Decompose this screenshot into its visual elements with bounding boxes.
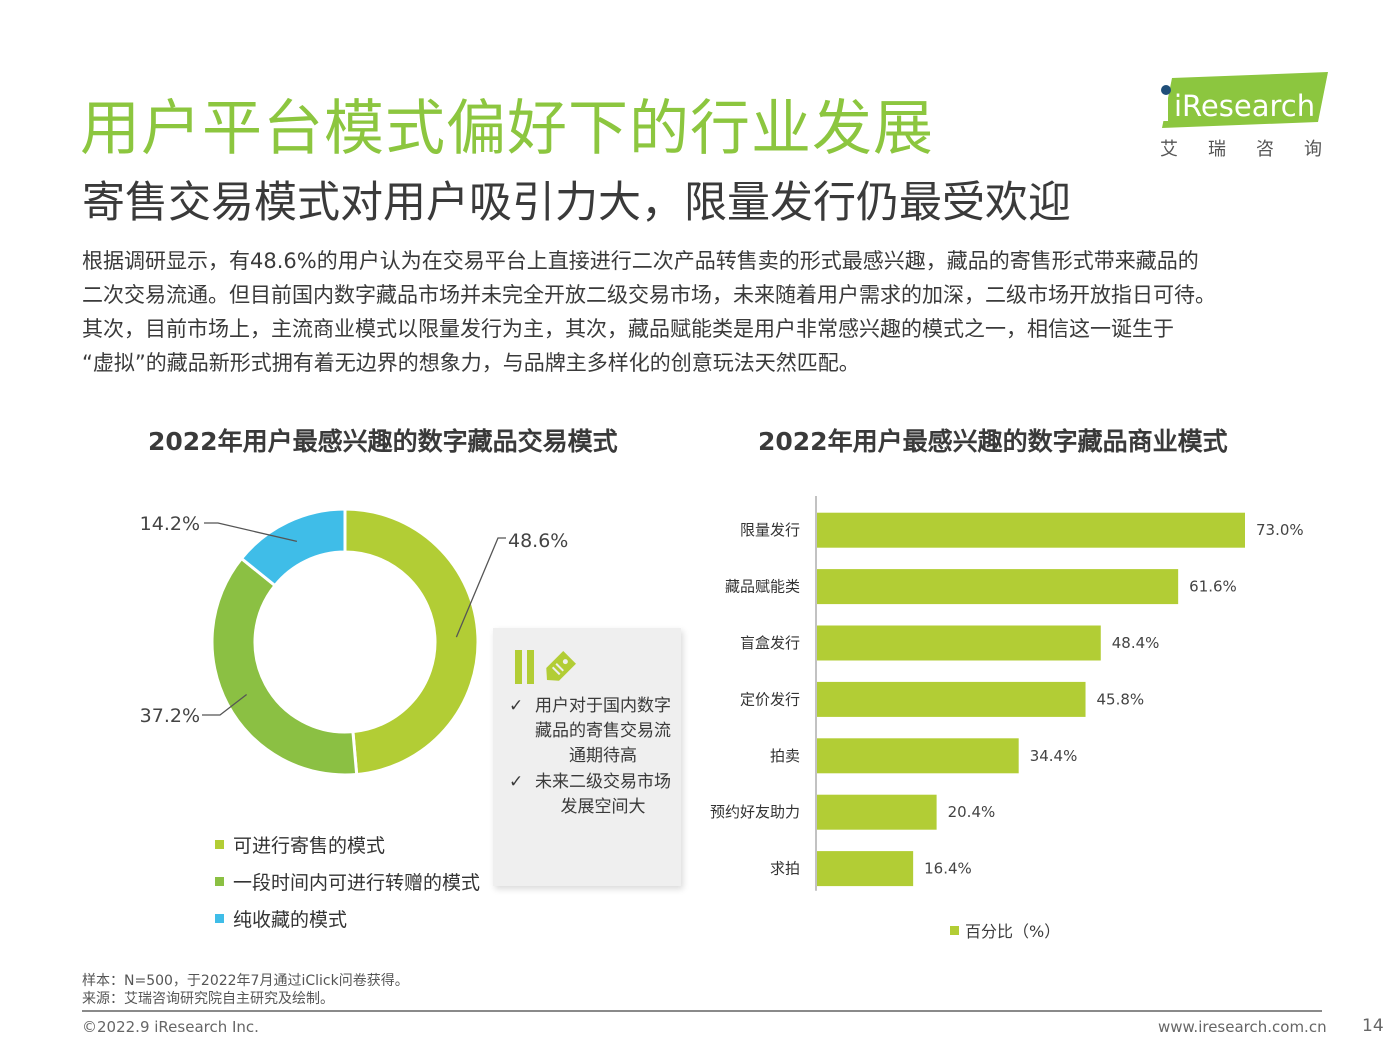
bar: [817, 512, 1245, 548]
legend-swatch: [950, 925, 959, 935]
legend-item: 一段时间内可进行转赠的模式: [215, 863, 480, 900]
bar-category-label: 限量发行: [740, 521, 800, 539]
legend-swatch: [215, 877, 224, 886]
source-note: 来源：艾瑞咨询研究院自主研究及绘制。: [82, 991, 334, 1007]
legend-swatch: [215, 840, 224, 849]
donut-slice: [343, 507, 480, 777]
legend-item: 可进行寄售的模式: [215, 826, 480, 863]
bar-category-label: 盲盒发行: [740, 634, 800, 652]
legend-label: 纯收藏的模式: [233, 909, 348, 931]
footer-divider: [82, 1010, 1322, 1012]
bar-category-label: 求拍: [770, 860, 800, 878]
callout-text: 用户对于国内数字藏品的寄售交易流通期待高: [535, 696, 671, 766]
donut-leader-line: [202, 693, 248, 716]
bar-value-label: 45.8%: [1097, 690, 1145, 708]
donut-legend: 可进行寄售的模式 一段时间内可进行转赠的模式 纯收藏的模式: [215, 826, 480, 937]
bar-category-label: 预约好友助力: [710, 803, 800, 821]
body-line: 根据调研显示，有48.6%的用户认为在交易平台上直接进行二次产品转售卖的形式最感…: [82, 249, 1199, 273]
donut-data-label: 14.2%: [140, 513, 200, 535]
donut-chart-title: 2022年用户最感兴趣的数字藏品交易模式: [148, 427, 618, 456]
body-line: 其次，目前市场上，主流商业模式以限量发行为主，其次，藏品赋能类是用户非常感兴趣的…: [82, 317, 1174, 341]
bar: [817, 794, 937, 830]
donut-slice: [239, 507, 347, 588]
bar-value-label: 16.4%: [924, 860, 972, 878]
bar-category-label: 拍卖: [770, 747, 800, 765]
bar-value-label: 20.4%: [948, 803, 996, 821]
insight-callout: ✓ 用户对于国内数字藏品的寄售交易流通期待高 ✓ 未来二级交易市场发展空间大: [493, 628, 681, 886]
body-paragraph: 根据调研显示，有48.6%的用户认为在交易平台上直接进行二次产品转售卖的形式最感…: [82, 244, 1342, 380]
body-line: 二次交易流通。但目前国内数字藏品市场并未完全开放二级交易市场，未来随着用户需求的…: [82, 283, 1216, 307]
bar-value-label: 48.4%: [1112, 634, 1160, 652]
donut-chart: 48.6% 37.2% 14.2%: [140, 507, 568, 777]
iresearch-logo: iResearch: [1161, 72, 1328, 128]
website-link[interactable]: www.iresearch.com.cn: [1158, 1018, 1327, 1036]
tag-icon: [515, 650, 576, 684]
body-line: “虚拟”的藏品新形式拥有着无边界的想象力，与品牌主多样化的创意玩法天然匹配。: [82, 351, 860, 375]
bar: [817, 681, 1086, 717]
donut-leader-line: [455, 537, 506, 638]
legend-item: 纯收藏的模式: [215, 900, 480, 937]
source-notes: 样本：N=500，于2022年7月通过iClick问卷获得。 来源：艾瑞咨询研究…: [82, 972, 409, 1008]
sample-note: 样本：N=500，于2022年7月通过iClick问卷获得。: [82, 973, 409, 989]
copyright: ©2022.9 iResearch Inc.: [82, 1018, 259, 1036]
bar: [817, 851, 914, 887]
legend-label: 百分比（%）: [965, 922, 1061, 941]
donut-slice: [210, 556, 359, 777]
logo-chinese-name: 艾瑞咨询: [1160, 139, 1352, 160]
bar-chart-title: 2022年用户最感兴趣的数字藏品商业模式: [758, 427, 1228, 456]
check-icon: ✓: [509, 696, 524, 716]
bar-category-label: 定价发行: [740, 690, 800, 708]
callout-text: 未来二级交易市场发展空间大: [535, 772, 671, 817]
bar-legend: 百分比（%）: [950, 918, 1060, 942]
bar-value-label: 34.4%: [1030, 747, 1078, 765]
page-subtitle: 寄售交易模式对用户吸引力大，限量发行仍最受欢迎: [82, 178, 1071, 228]
logo-brand-text: iResearch: [1174, 89, 1315, 123]
legend-label: 一段时间内可进行转赠的模式: [233, 872, 481, 894]
donut-leader-line: [204, 522, 298, 543]
legend-swatch: [215, 914, 224, 923]
legend-label: 可进行寄售的模式: [233, 835, 386, 857]
bar-chart: 限量发行 73.0% 藏品赋能类 61.6% 盲盒发行 48.4% 定价发行 45.8% 拍卖 3…: [710, 496, 1304, 891]
donut-data-label: 37.2%: [140, 705, 200, 727]
bar: [817, 738, 1019, 774]
bar-value-label: 61.6%: [1189, 578, 1237, 596]
bar: [817, 625, 1101, 661]
bar-category-label: 藏品赋能类: [725, 578, 800, 596]
page-title: 用户平台模式偏好下的行业发展: [80, 94, 934, 164]
page-number: 14: [1362, 1016, 1384, 1036]
donut-data-label: 48.6%: [508, 530, 568, 552]
bar-value-label: 73.0%: [1256, 521, 1304, 539]
check-icon: ✓: [509, 772, 524, 792]
bar: [817, 569, 1179, 605]
